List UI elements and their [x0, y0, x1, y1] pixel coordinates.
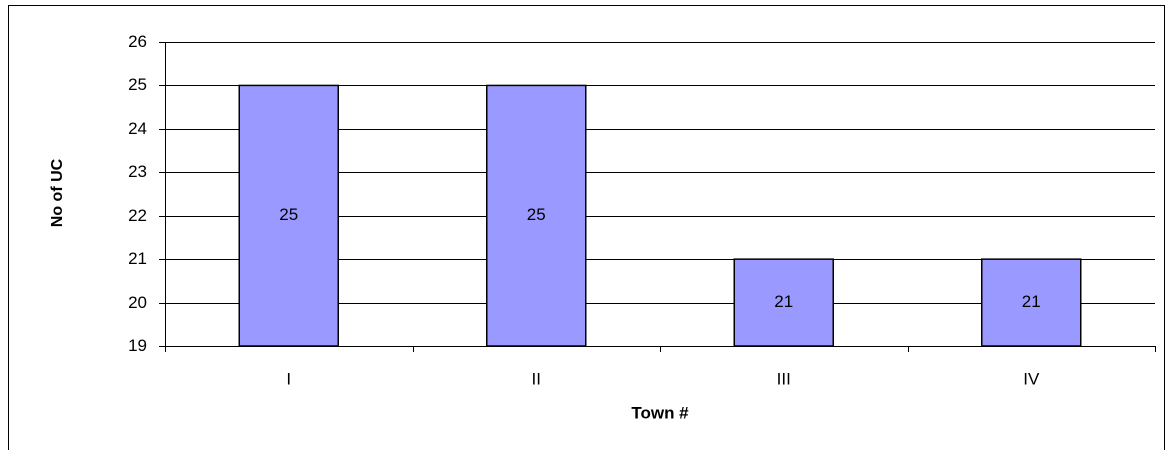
bar — [238, 84, 339, 347]
y-tick-label: 19 — [128, 336, 147, 355]
x-axis-label: Town # — [631, 403, 689, 422]
x-tick-label: III — [777, 369, 791, 388]
y-tick-label: 20 — [128, 293, 147, 312]
bar — [981, 258, 1082, 347]
y-tick-label: 24 — [128, 119, 147, 138]
y-tick-label: 25 — [128, 75, 147, 94]
bar — [733, 258, 834, 347]
data-label: 21 — [1022, 292, 1041, 311]
bar — [486, 84, 587, 347]
x-tick-label: I — [286, 369, 291, 388]
y-tick-label: 21 — [128, 249, 147, 268]
y-tick-label: 26 — [128, 32, 147, 51]
data-label: 25 — [279, 205, 298, 224]
x-tick-label: II — [532, 369, 541, 388]
y-tick-label: 22 — [128, 206, 147, 225]
x-tick-label: IV — [1023, 369, 1040, 388]
y-axis-label: No of UC — [49, 158, 66, 227]
y-tick-label: 23 — [128, 162, 147, 181]
data-label: 21 — [774, 292, 793, 311]
data-label: 25 — [527, 205, 546, 224]
